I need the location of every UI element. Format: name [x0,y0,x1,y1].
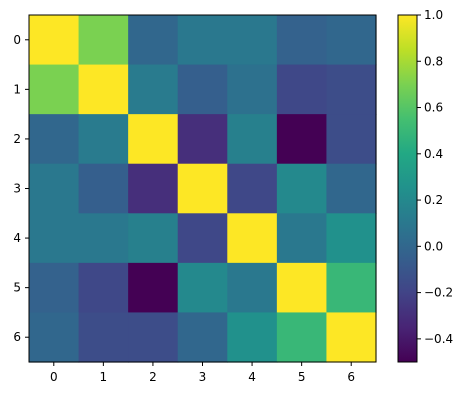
heatmap-cell-r2-c0 [29,114,80,165]
heatmap-cell-r1-c4 [227,64,278,115]
colorbar-tick-label: 0.2 [424,193,443,207]
heatmap-cell-r3-c6 [326,163,377,214]
heatmap-cell-r0-c0 [29,15,80,66]
heatmap-cell-r6-c0 [29,312,80,363]
heatmap-cell-r0-c6 [326,15,377,66]
heatmap-cell-r3-c4 [227,163,278,214]
heatmap-cell-r3-c1 [78,163,129,214]
x-tick-label: 6 [347,370,355,384]
heatmap-cell-r2-c5 [276,114,328,165]
heatmap-cell-r6-c3 [177,312,228,363]
heatmap-cell-r4-c4 [227,213,278,264]
heatmap-cell-r1-c1 [78,64,129,115]
heatmap-cell-r2-c2 [128,114,179,165]
heatmap-cell-r0-c1 [78,15,129,66]
y-tick-label: 4 [13,231,21,245]
x-tick-label: 4 [248,370,256,384]
heatmap-cell-r4-c0 [29,213,80,264]
heatmap-cell-r6-c5 [276,312,328,363]
x-tick-label: 2 [149,370,157,384]
y-tick-label: 3 [13,182,21,196]
colorbar-tick-label: 1.0 [424,8,443,22]
y-tick-label: 5 [13,281,21,295]
x-tick-label: 3 [199,370,207,384]
colorbar-tick-label: −0.2 [424,286,453,300]
heatmap-cell-r3-c0 [29,163,80,214]
heatmap-cell-r4-c6 [326,213,377,264]
colorbar-tick-label: 0.4 [424,147,443,161]
y-tick-label: 1 [13,82,21,96]
colorbar-tick-label: 0.0 [424,239,443,253]
heatmap-cell-r4-c5 [276,213,328,264]
heatmap-cell-r4-c1 [78,213,129,264]
colorbar-tick-label: −0.4 [424,332,453,346]
y-tick-label: 2 [13,132,21,146]
x-tick-label: 0 [50,370,58,384]
heatmap-cell-r1-c2 [128,64,179,115]
colorbar-tick-label: 0.6 [424,101,443,115]
heatmap-cell-r5-c2 [128,262,179,314]
heatmap-cell-r1-c0 [29,64,80,115]
colorbar: −0.4 −0.2 0.0 0.2 0.4 0.6 0.8 1.0 [397,8,453,363]
heatmap-cell-r1-c3 [177,64,228,115]
heatmap-cell-r1-c5 [276,64,328,115]
y-axis: 0 1 2 3 4 5 6 [13,33,29,344]
heatmap-cell-r2-c3 [177,114,228,165]
heatmap-cell-r0-c2 [128,15,179,66]
x-tick-label: 5 [298,370,306,384]
heatmap-cell-r3-c5 [276,163,328,214]
x-tick-label: 1 [100,370,108,384]
y-tick-label: 6 [13,330,21,344]
y-tick-label: 0 [13,33,21,47]
heatmap-cell-r1-c6 [326,64,377,115]
heatmap-cell-r4-c2 [128,213,179,264]
heatmap-cell-r6-c2 [128,312,179,363]
colorbar-tick-label: 0.8 [424,54,443,68]
heatmap-cell-r5-c4 [227,262,278,314]
heatmap-cell-r2-c1 [78,114,129,165]
heatmap-cell-r3-c3 [177,163,228,214]
heatmap-cell-r5-c6 [326,262,377,314]
heatmap-cell-r3-c2 [128,163,179,214]
heatmap-cell-r6-c1 [78,312,129,363]
heatmap-cell-r4-c3 [177,213,228,264]
heatmap-cell-r5-c5 [276,262,328,314]
heatmap-cells [29,15,377,363]
heatmap-cell-r0-c4 [227,15,278,66]
x-axis: 0 1 2 3 4 5 6 [50,362,355,384]
heatmap-cell-r5-c1 [78,262,129,314]
heatmap-cell-r0-c5 [276,15,328,66]
heatmap-cell-r5-c3 [177,262,228,314]
heatmap-cell-r6-c6 [326,312,377,363]
heatmap-cell-r5-c0 [29,262,80,314]
heatmap-cell-r6-c4 [227,312,278,363]
heatmap-cell-r2-c6 [326,114,377,165]
heatmap-cell-r2-c4 [227,114,278,165]
heatmap-cell-r0-c3 [177,15,228,66]
colorbar-gradient [397,14,418,363]
